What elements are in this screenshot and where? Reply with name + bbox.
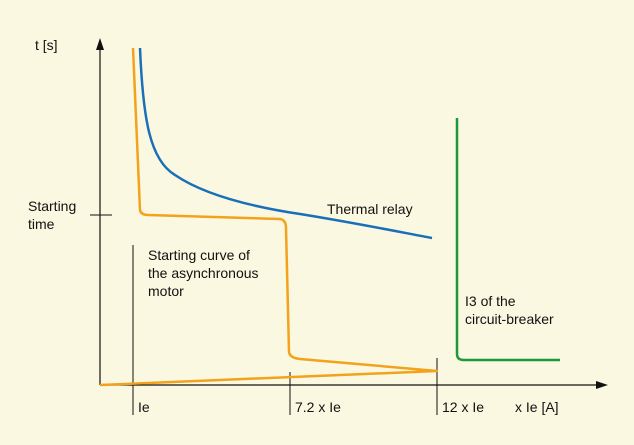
circuit-breaker-curve	[455, 118, 560, 362]
curve-label: circuit-breaker	[465, 311, 554, 327]
y-marker-label: Starting	[28, 198, 76, 214]
curve-label: Starting curve of	[148, 247, 250, 263]
curve-label: the asynchronous	[148, 265, 259, 281]
curve-label: Thermal relay	[327, 201, 413, 217]
x-marker-label: 12 x Ie	[442, 399, 484, 415]
curve-label: I3 of the	[465, 293, 516, 309]
curve-label: motor	[148, 283, 184, 299]
y-axis-label: t [s]	[35, 37, 58, 53]
motor-starting-curve	[99, 47, 439, 387]
x-axis-arrow	[596, 381, 608, 389]
x-marker-label: Ie	[138, 399, 150, 415]
thermal-relay-curve	[138, 47, 433, 240]
x-axis-label: x Ie [A]	[515, 399, 559, 415]
y-axis-arrow	[96, 38, 104, 50]
y-marker-label: time	[28, 216, 55, 232]
x-marker-label: 7.2 x Ie	[295, 399, 341, 415]
